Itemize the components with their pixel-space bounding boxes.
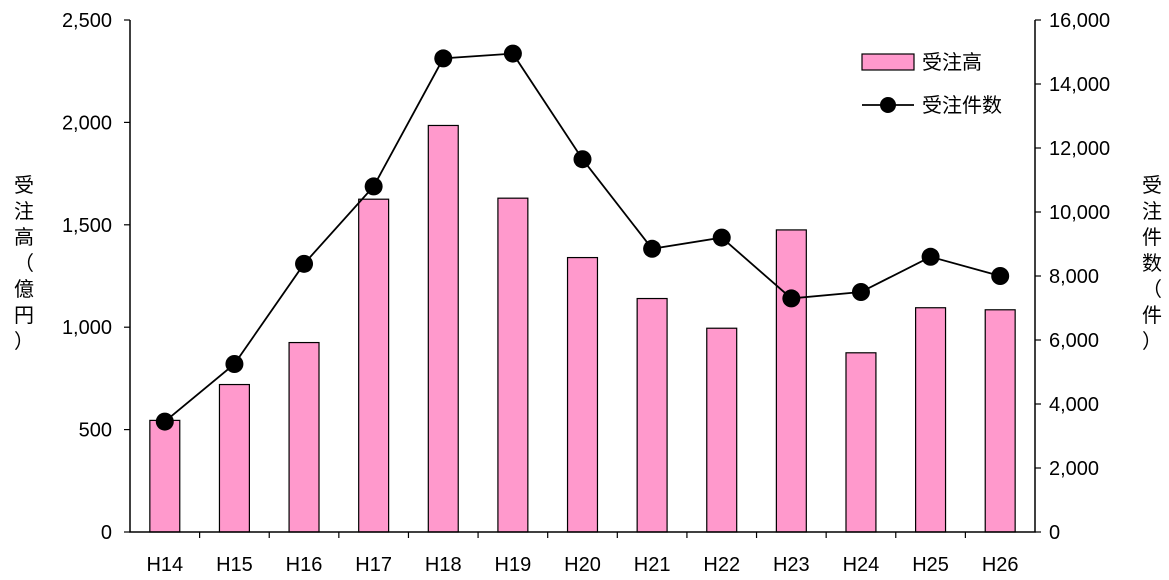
axis-title-char: 件 [1142,226,1162,249]
right-tick-label: 16,000 [1049,10,1110,32]
bar-H24 [845,352,877,533]
axis-title-char: （ [1142,278,1162,301]
legend-line-marker [880,97,896,113]
right-tick-label: 4,000 [1049,394,1099,416]
bar-H15 [218,383,250,533]
axis-title-char: 件 [1142,304,1162,327]
x-tick-label: H16 [286,554,323,576]
bar-H23 [775,229,807,533]
right-tick-label: 0 [1049,522,1060,544]
x-tick-label: H26 [982,554,1019,576]
right-axis-title: 受注件数（件） [1142,174,1162,353]
bar-H20 [566,256,599,533]
right-tick-label: 10,000 [1049,202,1110,224]
line-series [155,44,1010,431]
x-tick-label: H15 [216,554,253,576]
x-tick-label: H19 [495,554,532,576]
bar-H22 [706,327,738,533]
left-tick-label: 2,500 [62,10,112,32]
axis-title-char: （ [14,252,34,275]
x-tick-label: H20 [564,554,601,576]
legend-label-bar: 受注高 [922,51,982,74]
bar-H21 [636,297,668,533]
x-tick-label: H14 [146,554,183,576]
right-axis: 0 2,000 4,000 6,000 8,000 10,000 12,000 14,000 1… [1035,10,1110,544]
right-tick-label: 12,000 [1049,138,1110,160]
bar-H16 [288,341,320,533]
x-tick-label: H21 [634,554,671,576]
axis-title-char: ） [14,330,34,353]
axis-title-char: 受 [14,174,34,197]
axis-title-char: 注 [14,200,34,223]
line-point-H19 [503,44,522,63]
left-axis: 0 500 1,000 1,500 2,000 2,500 [62,10,130,544]
bar-H26 [984,309,1016,533]
right-tick-label: 2,000 [1049,458,1099,480]
line-point-H18 [434,49,453,68]
axis-title-char: ） [1142,330,1162,353]
bar-H14 [149,419,181,533]
x-axis: H14 H15 H16 H17 H18 H19 H20 H21 H22 H23 H24 H25 H26 [146,532,1019,576]
line-point-H23 [782,289,801,308]
line-point-H22 [712,228,731,247]
line-point-H14 [155,412,174,431]
line-point-H17 [364,177,383,196]
x-tick-label: H25 [912,554,949,576]
bar-H17 [358,198,390,533]
axis-title-char: 受 [1142,174,1162,197]
line-point-H26 [991,267,1010,285]
x-tick-label: H18 [425,554,462,576]
right-tick-label: 8,000 [1049,266,1099,288]
line-point-H21 [643,239,662,258]
left-tick-label: 500 [79,420,112,442]
axis-title-char: 高 [14,226,34,249]
legend-bar-swatch [861,53,915,71]
left-tick-label: 1,000 [62,317,112,339]
axis-title-char: 注 [1142,200,1162,223]
left-tick-label: 1,500 [62,215,112,237]
line-point-H15 [225,355,244,373]
line-point-H25 [921,247,940,266]
left-axis-title: 受注高 （ 億円 ） [14,174,34,353]
bar-H25 [915,307,947,533]
bar-H19 [497,197,529,533]
left-tick-label: 0 [101,522,112,544]
legend: 受注高 受注件数 [861,51,1002,117]
axis-title-char: 円 [14,305,34,327]
x-tick-label: H22 [703,554,740,576]
x-tick-label: H23 [773,554,810,576]
axis-title-char: 億 [14,278,34,301]
axis-title-char: 数 [1142,252,1162,275]
line-point-H24 [851,283,870,301]
right-tick-label: 14,000 [1049,74,1110,96]
line-point-H16 [295,254,314,273]
bar-H18 [427,124,459,533]
bar-series [149,124,1016,533]
right-tick-label: 6,000 [1049,330,1099,352]
left-tick-label: 2,000 [62,112,112,134]
legend-label-line: 受注件数 [922,94,1002,117]
x-tick-label: H24 [843,554,880,576]
line-point-H20 [573,150,592,169]
x-tick-label: H17 [355,554,392,576]
